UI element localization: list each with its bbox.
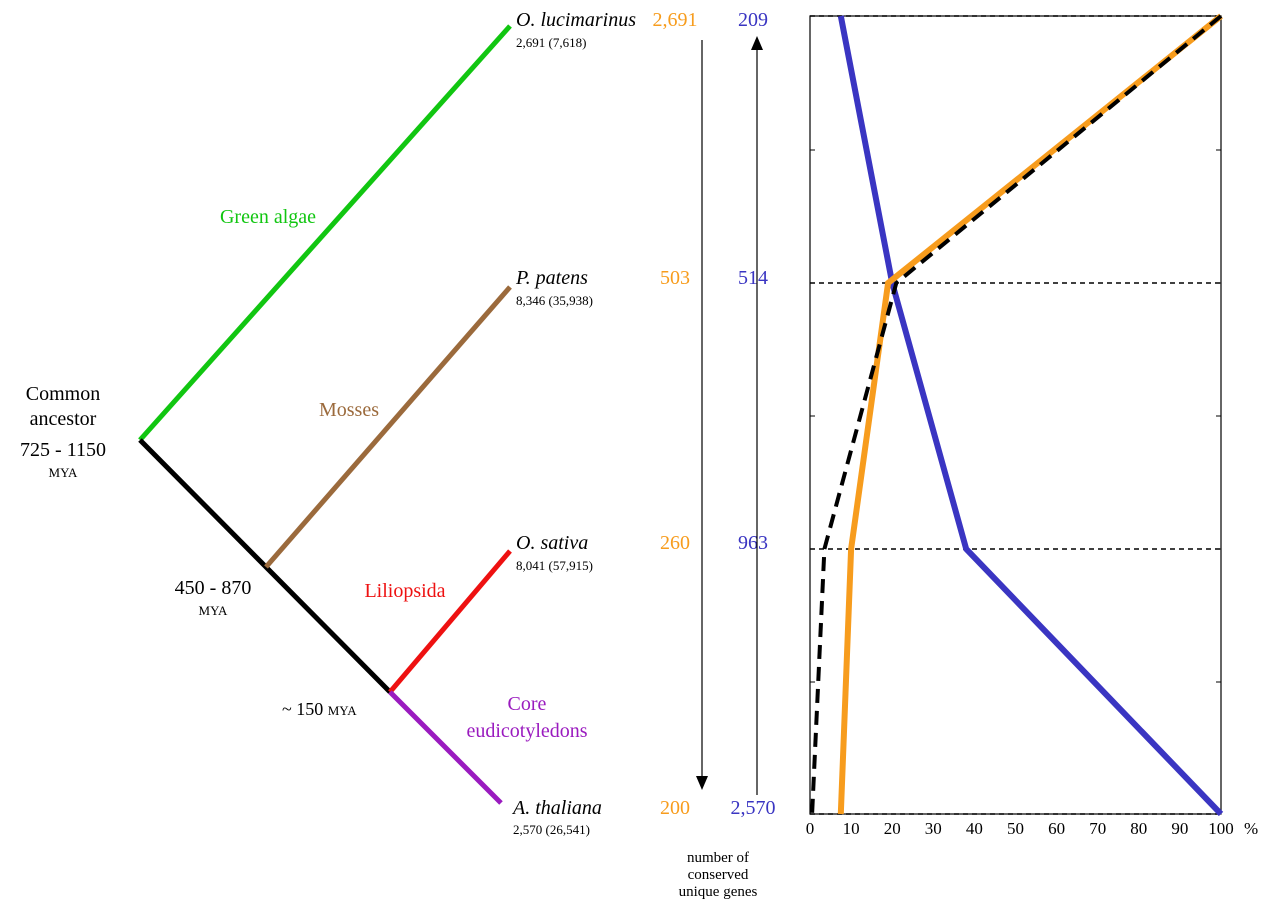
down-arrow-head [696,776,708,790]
mosses-node-unit: MYA [199,603,229,618]
blue-count-p-patens: 514 [738,267,768,289]
blue-count-o-lucimarinus: 209 [738,9,768,31]
x-tick-label-90: 90 [1171,819,1188,838]
branch-green-algae [138,24,512,442]
x-tick-labels: 0 10 20 30 40 50 60 70 80 90 100 [806,819,1234,838]
orange-count-o-sativa: 260 [660,532,690,554]
species-name-a-thaliana: A. thaliana [511,797,602,819]
phylogenetic-tree [138,24,512,805]
clade-label-mosses: Mosses [319,399,379,421]
series-dashed-line [810,14,1223,815]
x-tick-label-70: 70 [1089,819,1106,838]
branch-eudicots [388,690,503,805]
caption-line-2: conserved [688,867,749,883]
counts-caption: number of conserved unique genes [679,850,758,900]
tree-labels: Common ancestor 725 - 1150 MYA 450 - 870… [20,206,588,742]
up-arrow-head [751,36,763,50]
clade-label-green-algae: Green algae [220,206,316,228]
common-ancestor-label-2: ancestor [30,408,97,430]
blue-count-a-thaliana: 2,570 [731,797,776,819]
species-name-p-patens: P. patens [515,267,588,289]
x-tick-label-80: 80 [1130,819,1147,838]
species-counts-a-thaliana: 2,570 (26,541) [513,822,590,837]
branch-liliopsida [388,549,512,694]
x-unit-label: % [1244,819,1258,838]
species-counts-o-sativa: 8,041 (57,915) [516,558,593,573]
x-tick-label-50: 50 [1007,819,1024,838]
series-blue-line [837,15,1224,817]
clade-label-core-2: eudicotyledons [466,720,587,742]
caption-line-1: number of [687,850,749,866]
row-guides [810,15,1221,815]
orange-count-o-lucimarinus: 2,691 [653,9,698,31]
species-name-o-lucimarinus: O. lucimarinus [516,9,636,31]
clade-label-liliopsida: Liliopsida [364,580,445,602]
core-node-age: ~ 150 MYA [282,699,357,719]
mosses-node-age: 450 - 870 [175,577,252,599]
x-tick-label-10: 10 [843,819,860,838]
x-tick-label-30: 30 [925,819,942,838]
conserved-counts: 2,691 209 503 514 260 963 200 2,570 [653,9,776,819]
species-counts-o-lucimarinus: 2,691 (7,618) [516,35,586,50]
common-ancestor-unit: MYA [49,465,79,480]
branch-mosses [264,285,512,569]
orange-count-a-thaliana: 200 [660,797,690,819]
count-arrows [696,36,763,795]
chart-series [810,13,1224,817]
species-name-o-sativa: O. sativa [516,532,588,554]
species-labels: O. lucimarinus 2,691 (7,618) P. patens 8… [511,9,636,837]
x-tick-label-20: 20 [884,819,901,838]
x-tick-label-40: 40 [966,819,983,838]
percentage-chart: 0 10 20 30 40 50 60 70 80 90 100 % [806,13,1258,838]
series-orange-line [837,13,1223,815]
chart-frame [809,15,1222,815]
caption-line-3: unique genes [679,884,758,900]
x-tick-label-60: 60 [1048,819,1065,838]
blue-count-o-sativa: 963 [738,532,768,554]
species-counts-p-patens: 8,346 (35,938) [516,293,593,308]
clade-label-core-1: Core [508,693,547,715]
x-tick-label-100: 100 [1208,819,1234,838]
x-tick-label-0: 0 [806,819,815,838]
common-ancestor-age: 725 - 1150 [20,439,106,461]
common-ancestor-label-1: Common [26,383,100,405]
orange-count-p-patens: 503 [660,267,690,289]
